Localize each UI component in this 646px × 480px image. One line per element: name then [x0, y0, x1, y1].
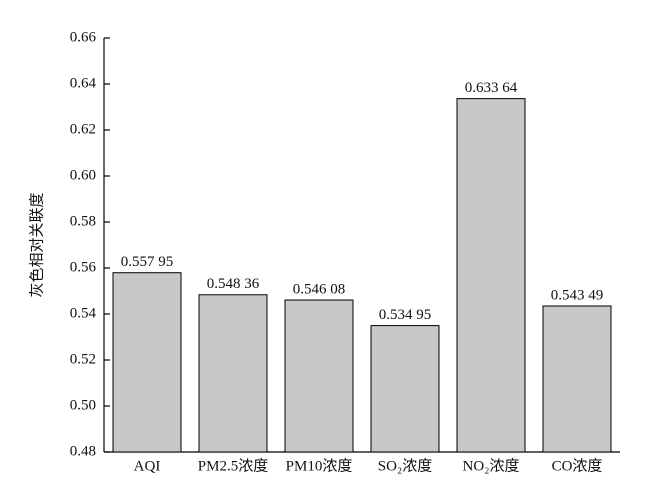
- bar: [542, 305, 612, 453]
- x-tick-label: NO₂浓度: [463, 457, 520, 474]
- y-tick-label: 0.62: [70, 121, 96, 137]
- bar: [112, 272, 182, 453]
- y-axis-label: 灰色相对关联度: [28, 192, 45, 297]
- y-tick-label: 0.50: [70, 397, 96, 413]
- bar: [284, 299, 354, 453]
- value-label: 0.548 36: [207, 276, 260, 292]
- y-tick-label: 0.64: [70, 75, 97, 91]
- y-tick-label: 0.54: [70, 305, 97, 321]
- y-tick-label: 0.58: [70, 213, 96, 229]
- value-label: 0.534 95: [379, 307, 432, 323]
- value-label: 0.633 64: [465, 80, 518, 96]
- x-tick-label: SO₂浓度: [378, 457, 432, 474]
- y-tick-label: 0.66: [70, 29, 97, 45]
- x-tick-label: AQI: [134, 458, 161, 474]
- y-tick-label: 0.48: [70, 443, 96, 459]
- value-label: 0.543 49: [551, 287, 604, 303]
- y-tick-label: 0.56: [70, 259, 97, 275]
- bar: [456, 98, 526, 453]
- x-tick-label: CO浓度: [552, 457, 603, 474]
- value-label: 0.557 95: [121, 254, 174, 270]
- value-label: 0.546 08: [293, 281, 346, 297]
- y-tick-label: 0.52: [70, 351, 96, 367]
- y-tick-label: 0.60: [70, 167, 96, 183]
- bar: [198, 294, 268, 453]
- x-tick-label: PM10浓度: [286, 457, 353, 474]
- x-tick-label: PM2.5浓度: [198, 457, 268, 474]
- bar: [370, 325, 440, 453]
